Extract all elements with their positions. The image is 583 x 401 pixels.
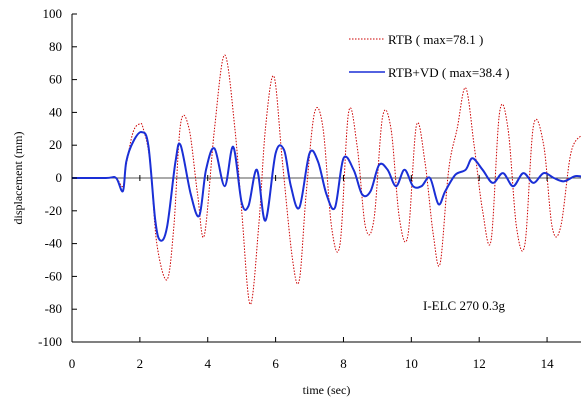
- y-tick-label: 20: [49, 137, 62, 152]
- y-axis-label: displacement (mm): [11, 132, 25, 225]
- y-tick-label: -80: [45, 301, 62, 316]
- x-tick-label: 12: [473, 356, 486, 371]
- legend: RTB ( max=78.1 ) RTB+VD ( max=38.4 ): [349, 32, 509, 80]
- x-tick-label: 8: [340, 356, 347, 371]
- y-ticks: 100 80 60 40 20 0 -20 -40 -60 -80 -100: [38, 6, 77, 349]
- annotation-label: I-ELC 270 0.3g: [423, 298, 505, 313]
- x-axis-label: time (sec): [303, 383, 351, 397]
- x-tick-label: 2: [137, 356, 144, 371]
- x-tick-label: 14: [541, 356, 555, 371]
- y-tick-label: 0: [56, 170, 63, 185]
- y-tick-label: -40: [45, 236, 62, 251]
- legend-label-rtbvd: RTB+VD ( max=38.4 ): [388, 65, 509, 80]
- series-rtb-line: [72, 54, 582, 305]
- x-tick-label: 4: [204, 356, 211, 371]
- y-tick-label: 60: [49, 72, 62, 87]
- y-tick-label: 80: [49, 39, 62, 54]
- series-rtbvd-line: [72, 131, 582, 242]
- y-tick-label: 100: [43, 6, 63, 21]
- x-ticks: 0 2 4 6 8 10 12 14: [69, 175, 554, 371]
- x-tick-label: 0: [69, 356, 76, 371]
- y-tick-label: -20: [45, 203, 62, 218]
- y-tick-label: -100: [38, 334, 62, 349]
- x-tick-label: 10: [405, 356, 418, 371]
- y-tick-label: -60: [45, 268, 62, 283]
- legend-label-rtb: RTB ( max=78.1 ): [388, 32, 483, 47]
- plot-area: 0 2 4 6 8 10 12 14 100 80 60 40 20 0 -20 -40 -60 -80 -100: [38, 6, 582, 371]
- x-tick-label: 6: [272, 356, 279, 371]
- y-tick-label: 40: [49, 104, 62, 119]
